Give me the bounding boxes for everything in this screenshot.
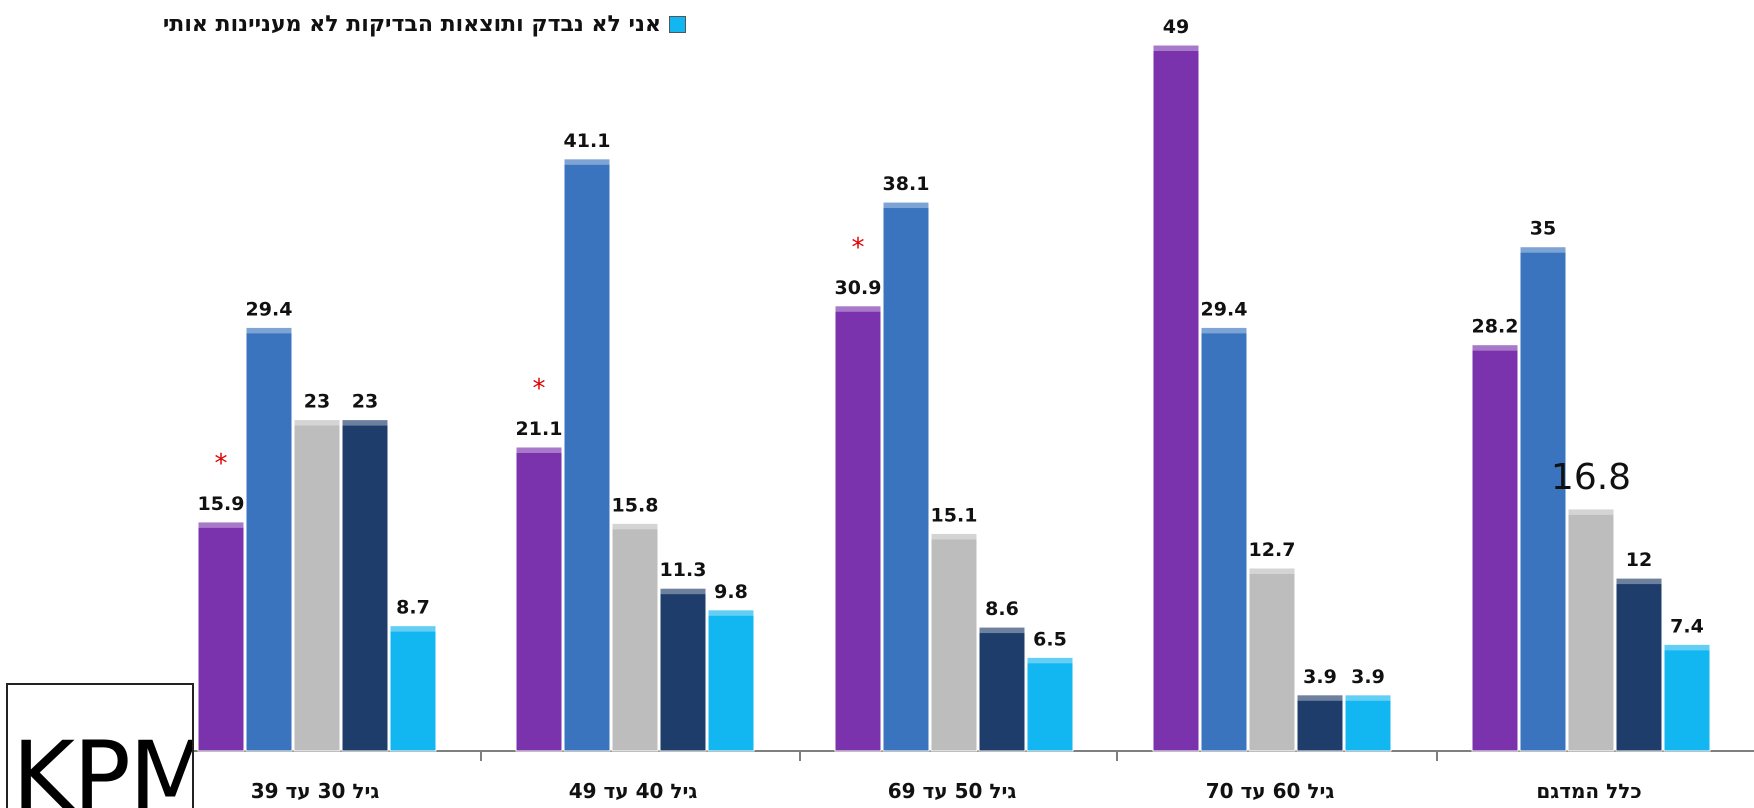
data-label: 15.8 — [612, 494, 659, 516]
bar-series3-3 — [930, 532, 978, 752]
bar-highlight — [1297, 694, 1343, 701]
data-label: 8.6 — [985, 598, 1019, 620]
data-label: 35 — [1530, 218, 1556, 240]
bar-highlight — [979, 627, 1025, 634]
bar-series1-4 — [1152, 44, 1200, 752]
bar-highlight — [1249, 568, 1295, 575]
bar-series2-5 — [1519, 246, 1567, 752]
data-label: 12.7 — [1249, 539, 1296, 561]
bar-series2-3 — [882, 201, 930, 752]
bar-series4-5 — [1615, 577, 1663, 752]
bar-highlight — [390, 625, 436, 632]
legend-item-series-5: אני לא נבדק ותוצאות הבדיקות לא מעניינות … — [163, 12, 686, 37]
bar-series5-2 — [707, 609, 755, 752]
bar-series1-3 — [834, 305, 882, 752]
bar-highlight — [198, 521, 244, 528]
bar-series5-4 — [1344, 694, 1392, 752]
legend-swatch-icon — [669, 16, 686, 33]
logo-text: KPM — [12, 721, 194, 808]
bar-series3-5 — [1567, 508, 1615, 752]
data-label: 41.1 — [564, 130, 611, 152]
bar-series5-3 — [1026, 656, 1074, 752]
bar-series5-5 — [1663, 643, 1711, 752]
x-tick-label: גיל 40 עד 49 — [569, 779, 698, 803]
data-label: 16.8 — [1551, 457, 1631, 498]
bar-highlight — [1664, 644, 1710, 651]
bar-highlight — [708, 609, 754, 616]
bar-series2-1 — [245, 326, 293, 752]
significance-asterisk: * — [215, 449, 228, 479]
x-tick-label: כלל המדגם — [1536, 779, 1641, 803]
data-label: 15.1 — [931, 504, 978, 526]
logo: KPM — [6, 683, 194, 808]
bar-series2-2 — [563, 158, 611, 752]
data-label: 7.4 — [1670, 615, 1704, 637]
bar-highlight — [1520, 246, 1566, 253]
x-tick-label: גיל 30 עד 39 — [251, 779, 380, 803]
bar-highlight — [1616, 578, 1662, 585]
bar-highlight — [1345, 694, 1391, 701]
bar-highlight — [294, 419, 340, 426]
bar-highlight — [612, 523, 658, 530]
bar-series2-4 — [1200, 326, 1248, 752]
bar-highlight — [564, 158, 610, 165]
data-label: 8.7 — [396, 597, 430, 619]
data-label: 49 — [1163, 16, 1189, 38]
bar-series5-1 — [389, 625, 437, 752]
data-label: 3.9 — [1351, 666, 1385, 688]
data-label: 12 — [1626, 549, 1652, 571]
bar-highlight — [1027, 657, 1073, 664]
significance-asterisk: * — [852, 233, 865, 263]
bar-highlight — [1472, 344, 1518, 351]
bar-highlight — [835, 305, 881, 312]
bar-series1-2 — [515, 446, 563, 752]
data-label: 23 — [352, 391, 378, 413]
bar-highlight — [883, 202, 929, 209]
labels-layer: 15.9 29.4 23 23 8.7 גיל 30 עד 39 21.1 41.1 15.8 1… — [198, 16, 1704, 803]
bar-highlight — [342, 419, 388, 426]
bar-highlight — [1201, 327, 1247, 334]
x-tick-label: גיל 60 עד 70 — [1206, 779, 1335, 803]
bar-highlight — [246, 327, 292, 334]
data-label: 30.9 — [835, 277, 882, 299]
bar-series3-4 — [1248, 567, 1296, 752]
bar-highlight — [1568, 508, 1614, 515]
bar-highlight — [516, 446, 562, 453]
data-label: 21.1 — [516, 418, 563, 440]
legend-label: אני לא נבדק ותוצאות הבדיקות לא מעניינות … — [162, 12, 661, 37]
bar-highlight — [660, 588, 706, 595]
bar-series1-1 — [197, 521, 245, 752]
bar-series3-2 — [611, 522, 659, 752]
data-label: 23 — [304, 391, 330, 413]
data-label: 15.9 — [198, 493, 245, 515]
bar-series4-1 — [341, 419, 389, 752]
data-label: 28.2 — [1472, 316, 1519, 338]
data-label: 29.4 — [246, 298, 293, 320]
x-tick-label: גיל 50 עד 69 — [888, 779, 1017, 803]
bar-series4-4 — [1296, 694, 1344, 752]
bar-series4-3 — [978, 626, 1026, 752]
data-label: 9.8 — [714, 581, 748, 603]
data-label: 29.4 — [1201, 298, 1248, 320]
significance-asterisk: * — [533, 374, 546, 404]
data-label: 6.5 — [1033, 628, 1067, 650]
bar-highlight — [931, 533, 977, 540]
bar-series1-5 — [1471, 344, 1519, 752]
bars-layer — [197, 44, 1711, 752]
data-label: 3.9 — [1303, 666, 1337, 688]
data-label: 38.1 — [883, 173, 930, 195]
bar-highlight — [1153, 45, 1199, 51]
data-label: 11.3 — [660, 559, 707, 581]
bar-series3-1 — [293, 419, 341, 752]
bar-series4-2 — [659, 587, 707, 752]
